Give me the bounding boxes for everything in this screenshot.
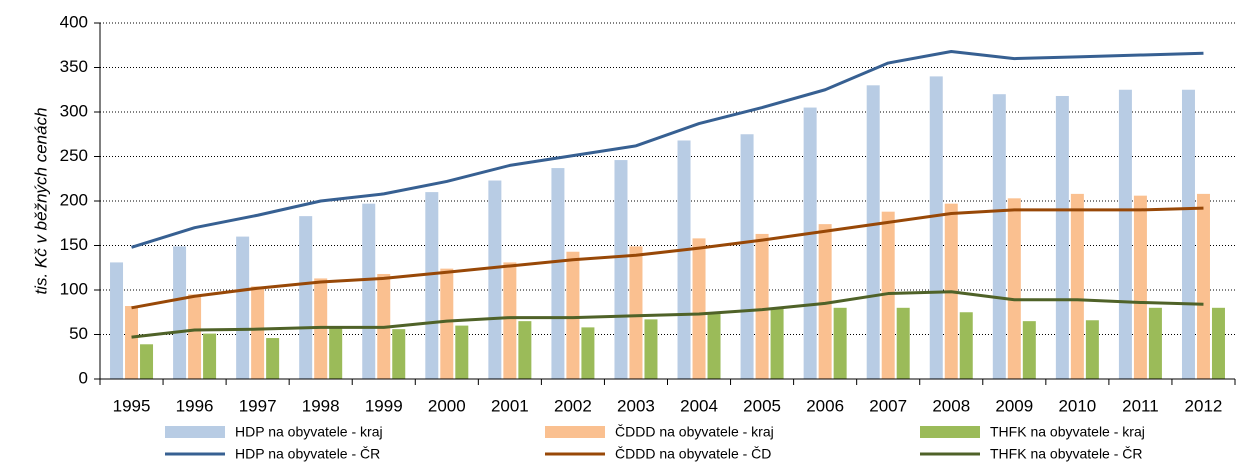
x-tick-label: 2004 (680, 396, 718, 415)
bar (770, 307, 784, 379)
x-tick-label: 2008 (932, 396, 970, 415)
x-tick-label: 2005 (743, 396, 781, 415)
legend-swatch (920, 426, 980, 438)
legend-swatch (545, 426, 605, 438)
x-tick-label: 2007 (869, 396, 907, 415)
legend-label: THFK na obyvatele - ČR (990, 446, 1143, 462)
bar (740, 134, 754, 379)
legend-label: HDP na obyvatele - kraj (235, 424, 383, 440)
bar (1148, 307, 1162, 379)
x-tick-label: 2012 (1185, 396, 1223, 415)
bar (755, 233, 769, 379)
x-tick-label: 2000 (428, 396, 466, 415)
bar (440, 268, 454, 379)
bar (833, 307, 847, 379)
bar (1181, 89, 1195, 379)
bar (677, 140, 691, 379)
y-tick-label: 250 (60, 146, 88, 165)
bar (236, 236, 250, 379)
x-tick-label: 2001 (491, 396, 529, 415)
bar (425, 192, 439, 379)
bar (362, 203, 376, 379)
bar (881, 211, 895, 379)
bar (251, 286, 265, 379)
bar (896, 307, 910, 379)
y-tick-label: 50 (69, 324, 88, 343)
bar (1022, 321, 1036, 379)
bar (140, 344, 154, 379)
bar (581, 327, 595, 379)
y-tick-label: 400 (60, 12, 88, 31)
bar (266, 338, 280, 379)
bar (1070, 193, 1084, 379)
bar (866, 85, 880, 380)
bar (1055, 95, 1069, 379)
bar (644, 319, 658, 379)
x-tick-label: 1995 (113, 396, 151, 415)
x-tick-label: 2010 (1058, 396, 1096, 415)
x-tick-label: 2006 (806, 396, 844, 415)
y-tick-label: 0 (79, 368, 88, 387)
bar (518, 321, 532, 379)
bar (1118, 89, 1132, 379)
y-tick-label: 100 (60, 279, 88, 298)
bar (707, 314, 721, 379)
bar (1133, 195, 1147, 379)
bar (299, 216, 313, 379)
bar (503, 262, 517, 379)
legend-label: ČDDD na obyvatele - ČD (615, 446, 771, 462)
bar (1007, 198, 1021, 379)
bar (551, 168, 565, 379)
y-tick-label: 350 (60, 57, 88, 76)
x-tick-label: 1999 (365, 396, 403, 415)
legend-swatch (165, 426, 225, 438)
bar (992, 94, 1006, 379)
x-tick-label: 1997 (239, 396, 277, 415)
y-tick-label: 300 (60, 101, 88, 120)
bar (614, 160, 628, 379)
bar (959, 312, 973, 379)
bar (455, 325, 469, 379)
x-tick-label: 1996 (176, 396, 214, 415)
y-axis-label: tis. Kč v běžných cenách (31, 107, 50, 294)
x-tick-label: 2002 (554, 396, 592, 415)
bar (203, 333, 217, 379)
bar (566, 251, 580, 379)
bar (488, 180, 502, 379)
bar (110, 262, 124, 379)
bar (125, 306, 139, 379)
y-tick-label: 200 (60, 190, 88, 209)
line (131, 290, 1204, 339)
line (131, 206, 1204, 310)
bar (329, 327, 343, 379)
bar (629, 246, 643, 379)
bar (173, 246, 187, 379)
bar (392, 329, 406, 379)
legend-label: ČDDD na obyvatele - kraj (615, 424, 774, 440)
y-tick-label: 150 (60, 235, 88, 254)
x-tick-label: 2009 (995, 396, 1033, 415)
line (131, 49, 1204, 249)
bar (692, 238, 706, 379)
bar (1196, 193, 1210, 379)
x-tick-label: 1998 (302, 396, 340, 415)
bar (818, 224, 832, 379)
legend-label: HDP na obyvatele - ČR (235, 446, 380, 462)
x-tick-label: 2003 (617, 396, 655, 415)
bar (1085, 320, 1099, 379)
legend-label: THFK na obyvatele - kraj (990, 424, 1145, 440)
bar (1211, 307, 1225, 379)
x-tick-label: 2011 (1122, 396, 1159, 415)
bar (188, 294, 202, 379)
bar (929, 76, 943, 380)
bar (803, 107, 817, 380)
